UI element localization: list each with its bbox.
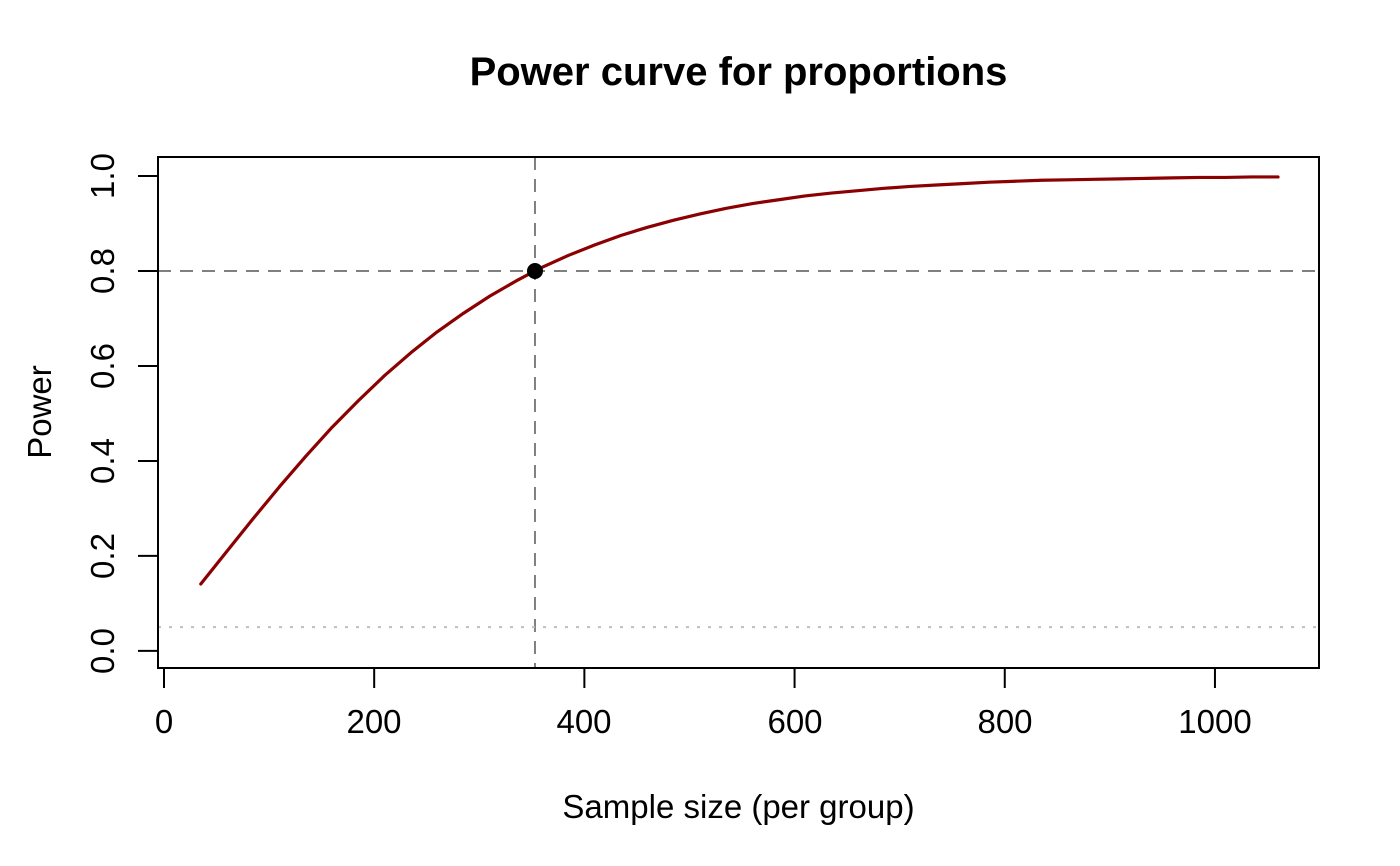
y-tick-label-4: 0.8 (84, 248, 121, 294)
x-axis-label: Sample size (per group) (562, 788, 915, 825)
x-tick-label-0: 0 (154, 703, 174, 740)
x-tick-label-3: 600 (767, 703, 823, 740)
x-tick-label-2: 400 (556, 703, 612, 740)
x-tick-label-5: 1000 (1178, 703, 1252, 740)
power-curve (199, 175, 1280, 586)
chart-title: Power curve for proportions (469, 50, 1008, 94)
x-tick-label-1: 200 (346, 703, 402, 740)
plot-box (157, 156, 1320, 669)
x-tick-label-4: 800 (977, 703, 1033, 740)
highlight-point (526, 262, 543, 279)
y-tick-label-5: 1.0 (84, 153, 121, 199)
y-tick-label-3: 0.6 (84, 343, 121, 389)
y-tick-label-0: 0.0 (84, 628, 121, 674)
y-axis-label: Power (21, 365, 58, 459)
y-tick-label-2: 0.4 (84, 438, 121, 484)
y-tick-label-1: 0.2 (84, 533, 121, 579)
